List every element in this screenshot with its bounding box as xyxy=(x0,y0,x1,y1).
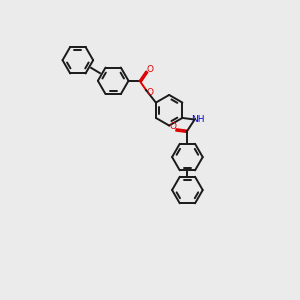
Text: O: O xyxy=(169,122,176,131)
Text: O: O xyxy=(146,64,153,74)
Text: O: O xyxy=(146,88,153,97)
Text: NH: NH xyxy=(191,115,205,124)
